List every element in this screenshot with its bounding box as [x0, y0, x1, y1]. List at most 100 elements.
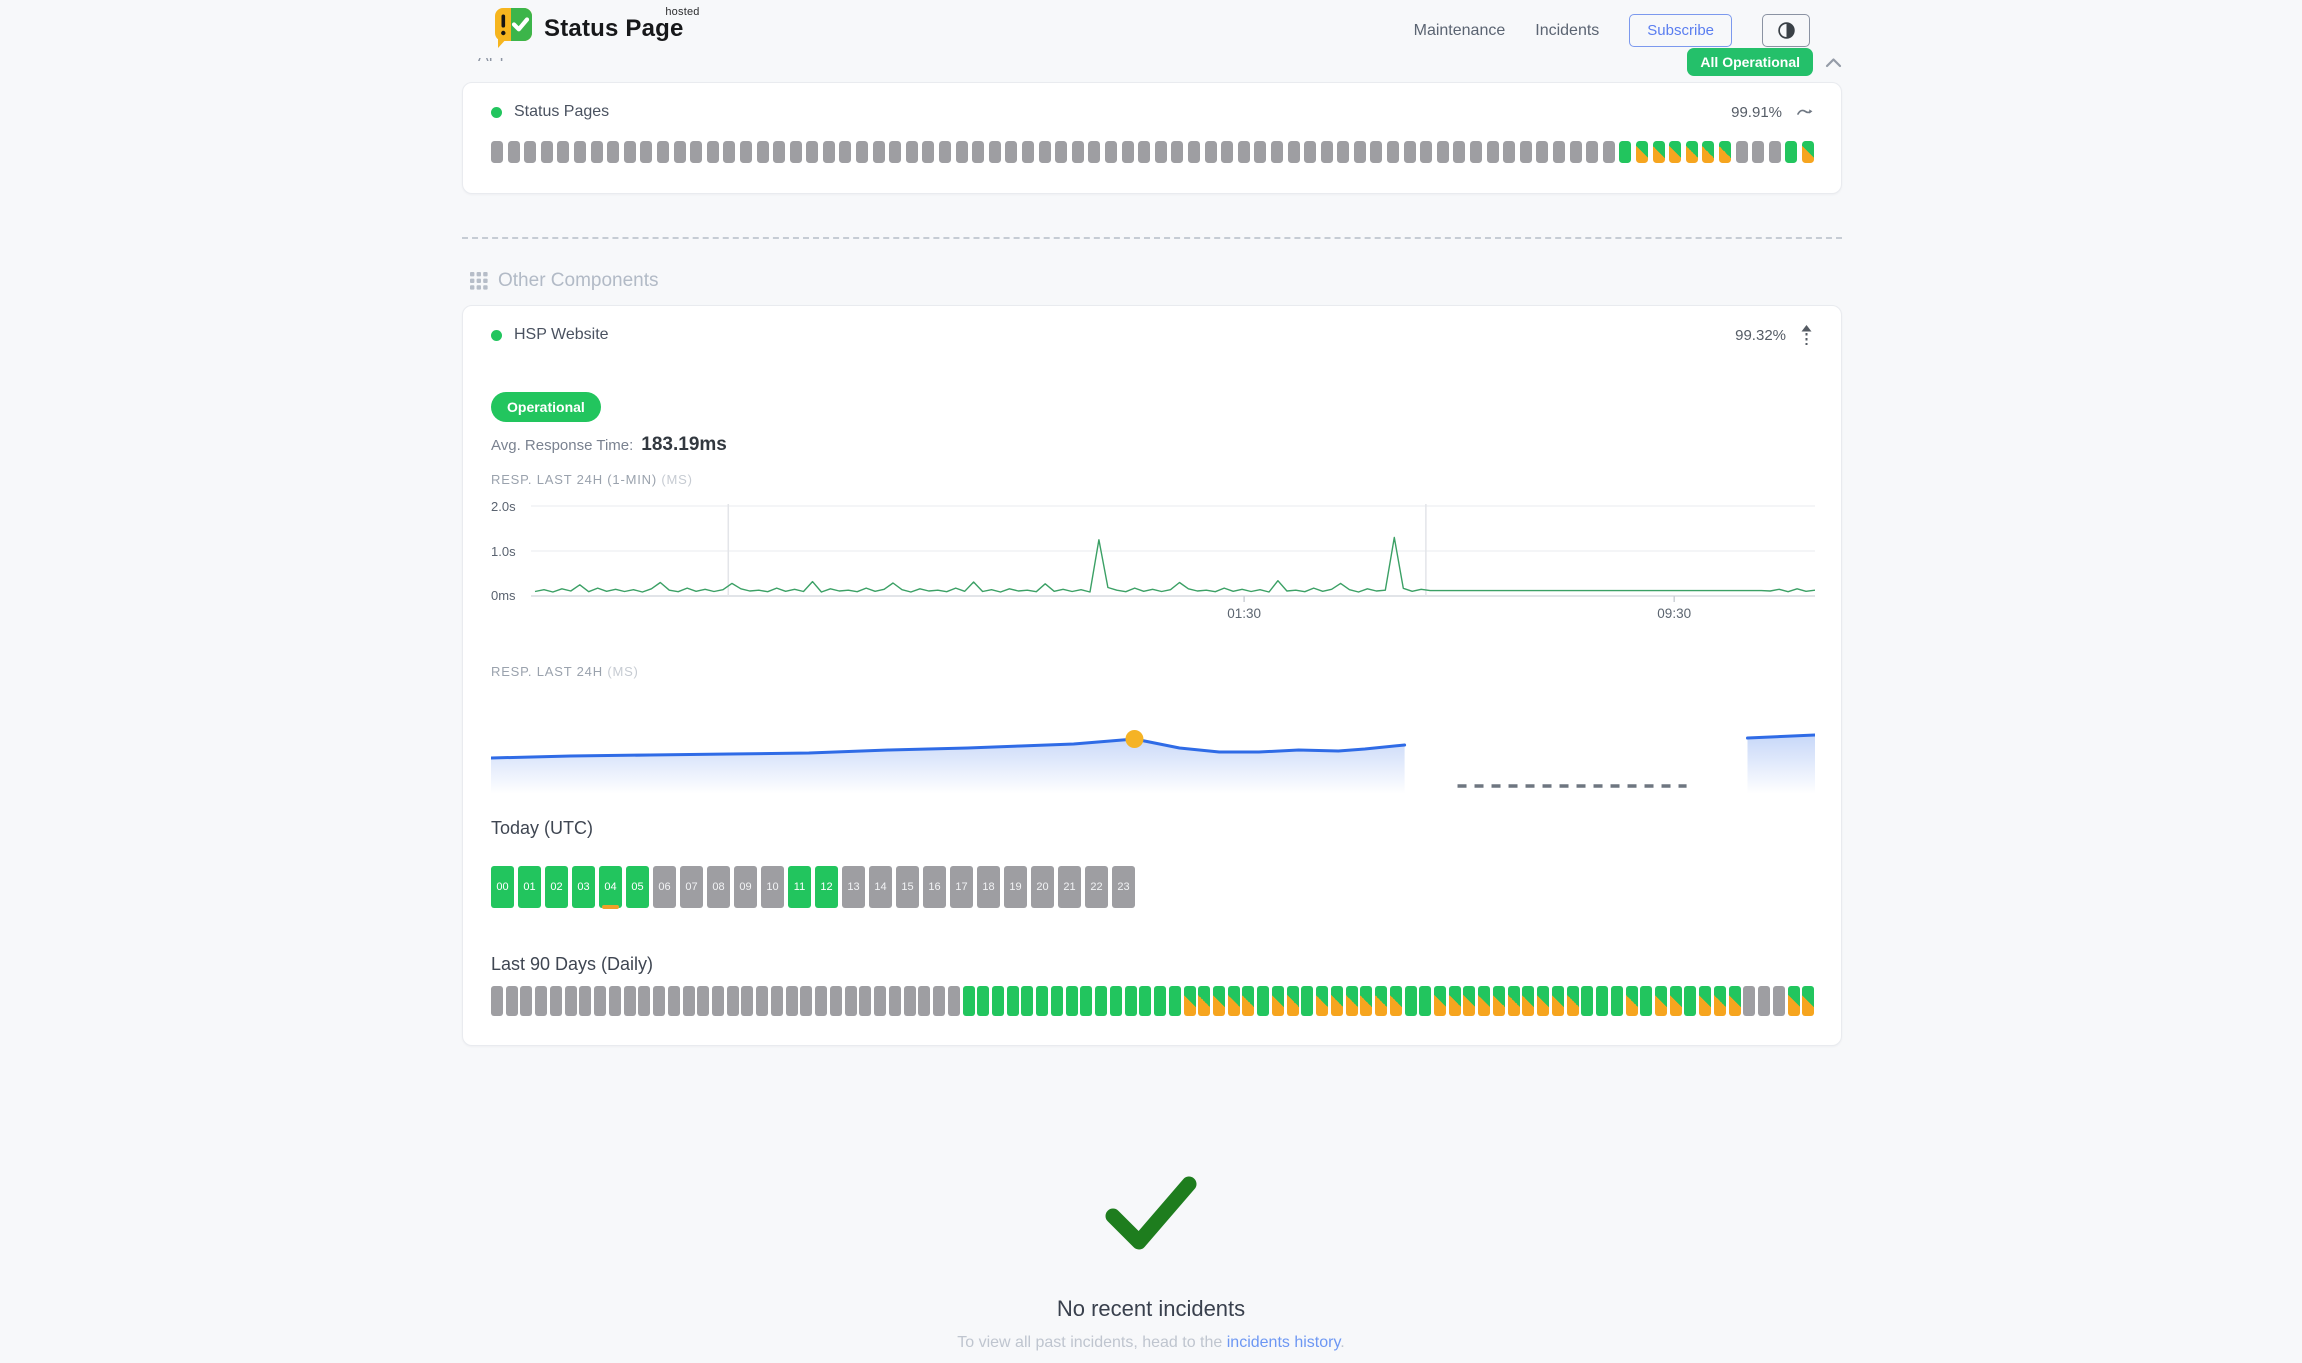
svg-text:0ms: 0ms: [491, 588, 516, 603]
daily-uptime-bar: [1198, 986, 1211, 1016]
status-dot: [491, 329, 502, 341]
response-line-chart-box: 2.0s 1.0s 0ms 01:30 09:30: [491, 499, 1816, 635]
uptime-bar: [806, 141, 819, 163]
uptime-bar: [1503, 141, 1516, 163]
daily-uptime-bar: [505, 986, 518, 1016]
hour-block-18: 18: [977, 866, 1000, 908]
daily-uptime-bar: [1463, 986, 1476, 1016]
other-components-header: Other Components: [470, 270, 659, 292]
uptime-bar: [1104, 141, 1117, 163]
incidents-history-link[interactable]: incidents history: [1226, 1334, 1341, 1351]
refresh-icon[interactable]: [1796, 106, 1813, 119]
uptime-bar: [1187, 141, 1200, 163]
svg-text:1.0s: 1.0s: [491, 544, 516, 559]
today-title: Today (UTC): [491, 818, 594, 838]
uptime-bar: [1320, 141, 1333, 163]
daily-uptime-bar: [520, 986, 533, 1016]
daily-uptime-bar: [1551, 986, 1564, 1016]
uptime-bar: [1470, 141, 1483, 163]
uptime-bar: [1735, 141, 1748, 163]
daily-uptime-bar: [1139, 986, 1152, 1016]
daily-uptime-bar: [1478, 986, 1491, 1016]
last90-title: Last 90 Days (Daily): [491, 954, 654, 974]
daily-uptime-bar: [800, 986, 813, 1016]
hour-block-19: 19: [1004, 866, 1027, 908]
other-components-label: Other Components: [498, 270, 659, 291]
uptime-bar: [1685, 141, 1698, 163]
uptime-bar: [1138, 141, 1151, 163]
uptime-bar: [491, 141, 503, 163]
daily-uptime-bar: [1610, 986, 1623, 1016]
daily-uptime-bar: [1448, 986, 1461, 1016]
uptime-bar: [1270, 141, 1283, 163]
brand[interactable]: Status Page hosted: [492, 6, 699, 52]
daily-uptime-bar: [564, 986, 577, 1016]
top-header: Status Page hosted Maintenance Incidents…: [0, 0, 2302, 58]
uptime-bar: [1387, 141, 1400, 163]
daily-uptime-bar: [977, 986, 990, 1016]
daily-uptime-bar: [1080, 986, 1093, 1016]
uptime-bar: [1652, 141, 1665, 163]
daily-uptime-bar: [1050, 986, 1063, 1016]
nav-maintenance[interactable]: Maintenance: [1413, 21, 1506, 39]
uptime-bar: [673, 141, 686, 163]
daily-uptime-bar: [1640, 986, 1653, 1016]
daily-uptime-bar: [874, 986, 887, 1016]
hour-block-23: 23: [1112, 866, 1135, 908]
theme-toggle-button[interactable]: [1762, 14, 1810, 47]
uptime-bar: [1785, 141, 1798, 163]
component-title: Status Pages: [491, 103, 609, 121]
response-line-chart: 2.0s 1.0s 0ms 01:30 09:30: [491, 499, 1816, 621]
hour-block-08: 08: [707, 866, 730, 908]
daily-uptime-bar: [933, 986, 946, 1016]
daily-uptime-bar: [1154, 986, 1167, 1016]
chevron-up-icon[interactable]: [1825, 57, 1842, 68]
daily-uptime-bar: [844, 986, 857, 1016]
daily-uptime-bar: [535, 986, 548, 1016]
uptime-bar: [972, 141, 985, 163]
daily-uptime-bar: [918, 986, 931, 1016]
daily-uptime-bar: [1684, 986, 1697, 1016]
uptime-bar: [557, 141, 570, 163]
daily-uptime-bar: [1345, 986, 1358, 1016]
svg-text:2.0s: 2.0s: [491, 502, 516, 514]
uptime-bar: [1154, 141, 1167, 163]
daily-uptime-bar: [741, 986, 754, 1016]
daily-uptime-bar: [1095, 986, 1108, 1016]
hsp-website-card: HSP Website 99.32% Operational Avg. Resp…: [462, 305, 1842, 1046]
uptime-bar: [1420, 141, 1433, 163]
uptime-bar: [1071, 141, 1084, 163]
uptime-bar: [607, 141, 620, 163]
daily-uptime-bar: [1566, 986, 1579, 1016]
daily-uptime-bar: [1330, 986, 1343, 1016]
uptime-bar: [524, 141, 537, 163]
daily-uptime-bar: [638, 986, 651, 1016]
uptime-bar: [1005, 141, 1018, 163]
daily-uptime-bar: [1581, 986, 1594, 1016]
daily-uptime-bar: [815, 986, 828, 1016]
uptime-bar: [690, 141, 703, 163]
daily-uptime-bar: [1434, 986, 1446, 1016]
hour-block-01: 01: [518, 866, 541, 908]
component-row-hsp-website[interactable]: HSP Website 99.32%: [491, 324, 1813, 346]
arrow-up-icon[interactable]: [1800, 324, 1813, 346]
daily-uptime-bar: [1537, 986, 1550, 1016]
uptime-bar: [1569, 141, 1582, 163]
daily-uptime-bar: [1655, 986, 1668, 1016]
hour-block-09: 09: [734, 866, 757, 908]
uptime-bar: [922, 141, 935, 163]
uptime-bar: [573, 141, 586, 163]
daily-uptime-bar: [962, 986, 975, 1016]
uptime-bar: [1287, 141, 1300, 163]
uptime-bar: [889, 141, 902, 163]
daily-uptime-bar: [1036, 986, 1049, 1016]
nav-incidents[interactable]: Incidents: [1535, 21, 1600, 39]
daily-uptime-bar: [1772, 986, 1785, 1016]
subscribe-button[interactable]: Subscribe: [1629, 14, 1732, 47]
uptime-bar: [1702, 141, 1715, 163]
uptime-bar: [656, 141, 669, 163]
daily-uptime-bar: [1699, 986, 1712, 1016]
component-row-status-pages[interactable]: Status Pages 99.91%: [491, 103, 1813, 121]
hour-block-17: 17: [950, 866, 973, 908]
uptime-bar: [1403, 141, 1416, 163]
